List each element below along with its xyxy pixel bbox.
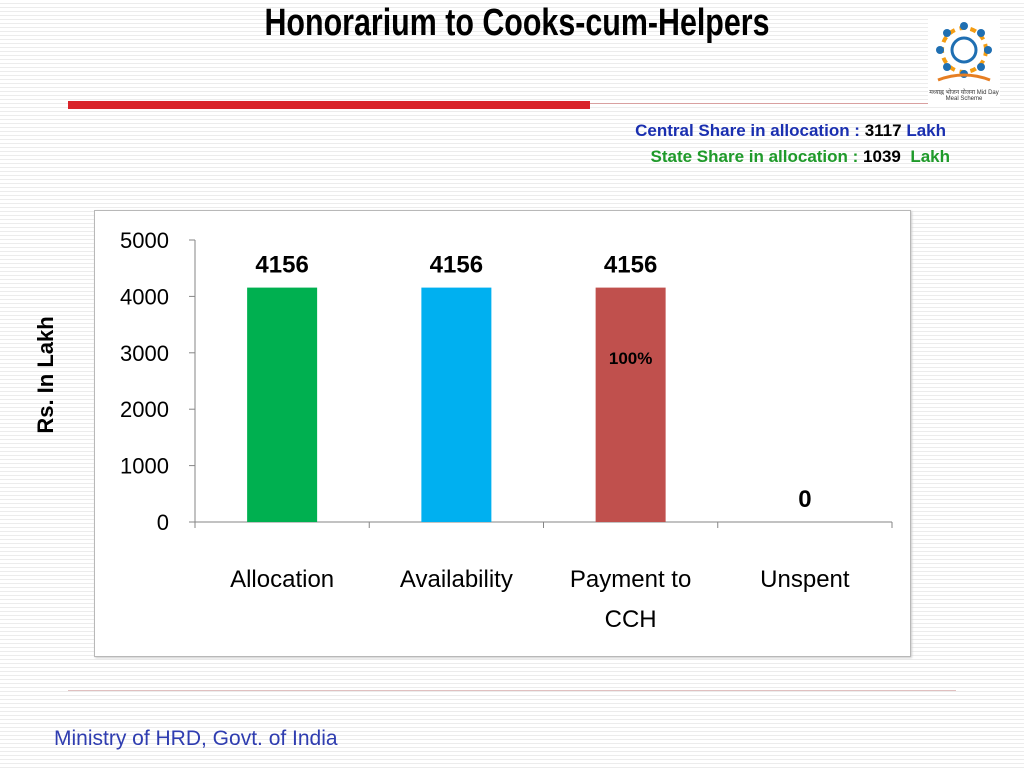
bar <box>421 287 492 522</box>
central-share-text: Central Share in allocation : 3117 Lakh <box>635 121 946 141</box>
y-tick-label: 0 <box>157 510 169 535</box>
slide-title: Honorarium to Cooks-cum-Helpers <box>264 2 770 44</box>
footer-text: Ministry of HRD, Govt. of India <box>54 727 338 750</box>
bar-annotation: 100% <box>609 349 652 368</box>
x-category-label: Availability <box>400 566 513 593</box>
chart-frame: 0 1000 2000 3000 4000 5000 4156 Allocation 4156 A… <box>94 210 911 657</box>
data-label: 4156 <box>255 252 308 279</box>
data-label: 0 <box>798 486 811 513</box>
central-share-label: Central Share in allocation : <box>635 121 865 140</box>
state-share-label: State Share in allocation : <box>650 147 864 166</box>
state-share-value: 1039 <box>863 147 901 166</box>
y-tick-label: 5000 <box>120 228 169 253</box>
data-label: 4156 <box>430 252 483 279</box>
logo-caption: मध्याह्न भोजन योजना Mid Day Meal Scheme <box>929 90 999 102</box>
mid-day-meal-logo <box>928 18 1000 104</box>
bar <box>247 287 318 522</box>
mid-day-meal-logo-icon <box>936 22 992 82</box>
state-share-text: State Share in allocation : 1039 Lakh <box>650 147 950 167</box>
y-tick-label: 2000 <box>120 397 169 422</box>
state-share-unit: Lakh <box>900 147 950 166</box>
x-category-label: CCH <box>605 606 657 633</box>
x-category-label: Unspent <box>760 566 850 593</box>
title-thin-rule <box>590 103 935 104</box>
title-red-rule <box>68 101 590 109</box>
central-share-unit: Lakh <box>901 121 946 140</box>
y-tick-label: 1000 <box>120 454 169 479</box>
y-tick-label: 4000 <box>120 284 169 309</box>
bar <box>595 287 666 522</box>
x-category-label: Allocation <box>230 566 334 593</box>
y-tick-label: 3000 <box>120 341 169 366</box>
footer-rule <box>68 690 956 691</box>
y-axis-label: Rs. In Lakh <box>33 316 58 434</box>
x-category-label: Payment to <box>570 566 691 593</box>
data-label: 4156 <box>604 252 657 279</box>
central-share-value: 3117 <box>864 121 902 140</box>
bar-chart: 0 1000 2000 3000 4000 5000 4156 Allocation 4156 A… <box>120 228 893 633</box>
